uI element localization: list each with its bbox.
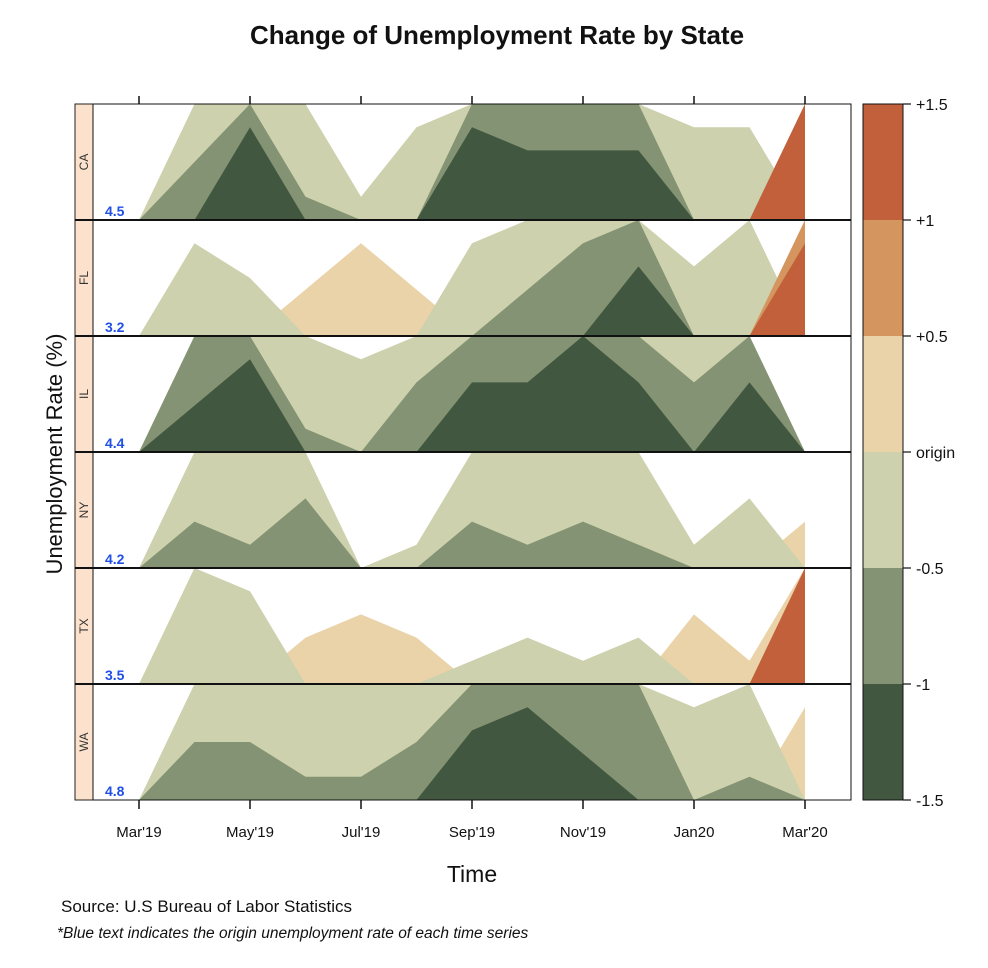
footnote: *Blue text indicates the origin unemploy… (57, 925, 529, 942)
x-tick-label: Jul'19 (342, 824, 381, 841)
legend-swatch (863, 684, 903, 800)
state-label: CA (77, 154, 91, 171)
x-tick-label: Sep'19 (449, 824, 495, 841)
state-label: FL (77, 271, 91, 285)
x-tick-label: Nov'19 (560, 824, 606, 841)
band-fl-pos-1 (139, 220, 805, 336)
panel-il: IL 4.4 (74, 335, 852, 453)
x-axis: Mar'19 May'19 Jul'19 Sep'19 Nov'19 Jan20 Mar'2… (116, 96, 828, 841)
panel-ca: CA 4.5 (74, 103, 852, 221)
panels-layer: CA 4.5 FL 3.2 IL 4.4 NY 4.2 TX 3.5 WA 4.8 (74, 103, 852, 801)
origin-label-wa: 4.8 (105, 783, 125, 799)
legend-label: -1.5 (916, 793, 944, 810)
legend-swatch (863, 220, 903, 336)
legend-swatch (863, 452, 903, 568)
state-label: NY (77, 502, 91, 519)
legend-swatch (863, 336, 903, 452)
band-tx-pos-1 (139, 568, 805, 684)
chart-title: Change of Unemployment Rate by State (250, 20, 744, 50)
band-wa-neg-3 (139, 707, 805, 800)
x-tick-label: Mar'20 (782, 824, 827, 841)
band-tx-neg-1 (139, 568, 805, 684)
x-tick-label: Jan20 (674, 824, 715, 841)
panel-tx: TX 3.5 (74, 567, 852, 685)
panel-fl: FL 3.2 (74, 219, 852, 337)
band-ca-neg-3 (139, 127, 805, 220)
legend-label: +1 (916, 213, 934, 230)
legend-swatch (863, 104, 903, 220)
origin-label-il: 4.4 (105, 435, 125, 451)
x-axis-title: Time (447, 861, 497, 887)
panel-wa: WA 4.8 (74, 683, 852, 801)
origin-label-ca: 4.5 (105, 203, 125, 219)
legend-label: -0.5 (916, 561, 944, 578)
y-axis-title: Unemployment Rate (%) (42, 334, 67, 575)
band-ny-neg-2 (139, 498, 805, 568)
legend-label: origin (916, 445, 955, 462)
band-fl-neg-3 (139, 266, 805, 336)
origin-label-fl: 3.2 (105, 319, 125, 335)
origin-label-ny: 4.2 (105, 551, 125, 567)
legend-swatch (863, 568, 903, 684)
source-note: Source: U.S Bureau of Labor Statistics (61, 897, 353, 916)
origin-label-tx: 3.5 (105, 667, 125, 683)
state-label: WA (77, 733, 91, 752)
state-label: IL (77, 389, 91, 399)
x-tick-label: May'19 (226, 824, 274, 841)
state-label: TX (77, 618, 91, 633)
band-il-neg-3 (139, 336, 805, 452)
legend-label: -1 (916, 677, 930, 694)
legend: +1.5 +1 +0.5 origin -0.5 -1 -1.5 (862, 97, 955, 810)
legend-label: +1.5 (916, 97, 948, 114)
x-tick-label: Mar'19 (116, 824, 161, 841)
panel-ny: NY 4.2 (74, 451, 852, 569)
legend-label: +0.5 (916, 329, 948, 346)
band-fl-neg-1 (139, 220, 805, 336)
